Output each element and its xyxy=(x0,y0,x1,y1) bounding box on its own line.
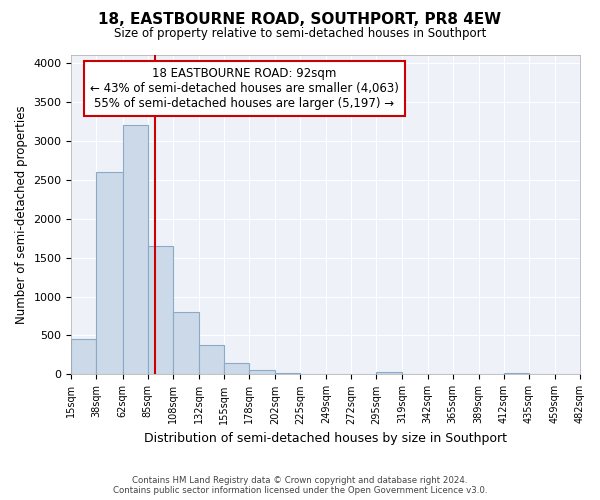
Bar xyxy=(376,372,403,374)
Bar xyxy=(224,363,249,374)
Text: 18 EASTBOURNE ROAD: 92sqm
← 43% of semi-detached houses are smaller (4,063)
55% : 18 EASTBOURNE ROAD: 92sqm ← 43% of semi-… xyxy=(90,66,399,110)
Bar xyxy=(199,345,224,374)
Bar xyxy=(173,312,199,374)
Y-axis label: Number of semi-detached properties: Number of semi-detached properties xyxy=(15,106,28,324)
Bar xyxy=(97,172,122,374)
Bar xyxy=(122,125,148,374)
X-axis label: Distribution of semi-detached houses by size in Southport: Distribution of semi-detached houses by … xyxy=(144,432,507,445)
Bar xyxy=(249,370,275,374)
Text: 18, EASTBOURNE ROAD, SOUTHPORT, PR8 4EW: 18, EASTBOURNE ROAD, SOUTHPORT, PR8 4EW xyxy=(98,12,502,28)
Text: Contains HM Land Registry data © Crown copyright and database right 2024.
Contai: Contains HM Land Registry data © Crown c… xyxy=(113,476,487,495)
Text: Size of property relative to semi-detached houses in Southport: Size of property relative to semi-detach… xyxy=(114,28,486,40)
Bar xyxy=(148,246,173,374)
Bar xyxy=(71,340,97,374)
